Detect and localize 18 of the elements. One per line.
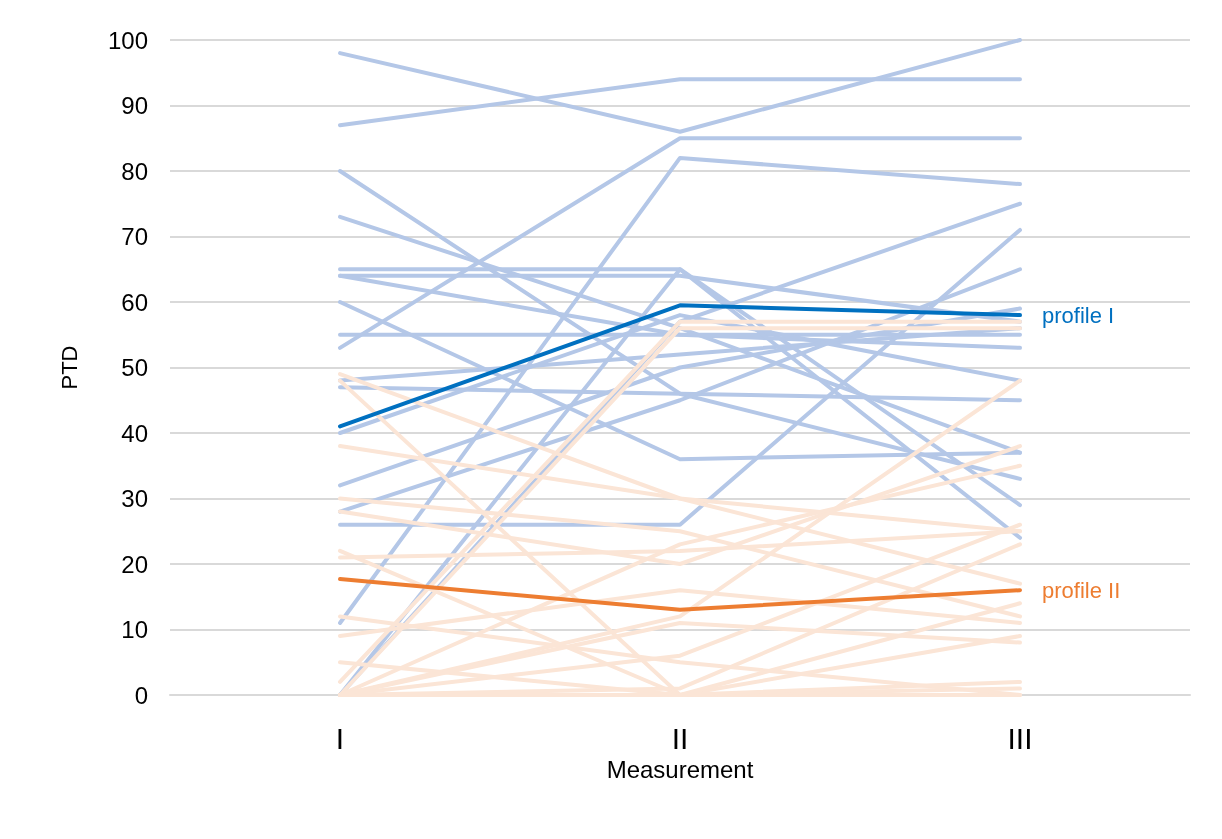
y-axis-title: PTD (56, 345, 82, 390)
y-tick-label: 10 (121, 616, 148, 643)
y-tick-label: 80 (121, 157, 148, 185)
y-tick-label: 90 (121, 92, 148, 119)
series-label: profile II (1042, 577, 1121, 603)
x-tick-label: II (671, 721, 689, 755)
x-axis-title: Measurement (606, 756, 754, 784)
x-tick-label: I (335, 721, 345, 755)
series-label: profile I (1042, 302, 1115, 328)
y-tick-label: 70 (121, 223, 148, 250)
y-tick-label: 50 (121, 354, 148, 381)
y-tick-label: 0 (134, 681, 148, 709)
x-tick-label: III (1007, 721, 1033, 755)
y-tick-label: 60 (121, 288, 148, 316)
y-tick-label: 100 (107, 26, 148, 54)
y-tick-label: 40 (121, 419, 148, 447)
y-tick-label: 30 (121, 485, 148, 512)
y-tick-label: 20 (121, 550, 148, 578)
